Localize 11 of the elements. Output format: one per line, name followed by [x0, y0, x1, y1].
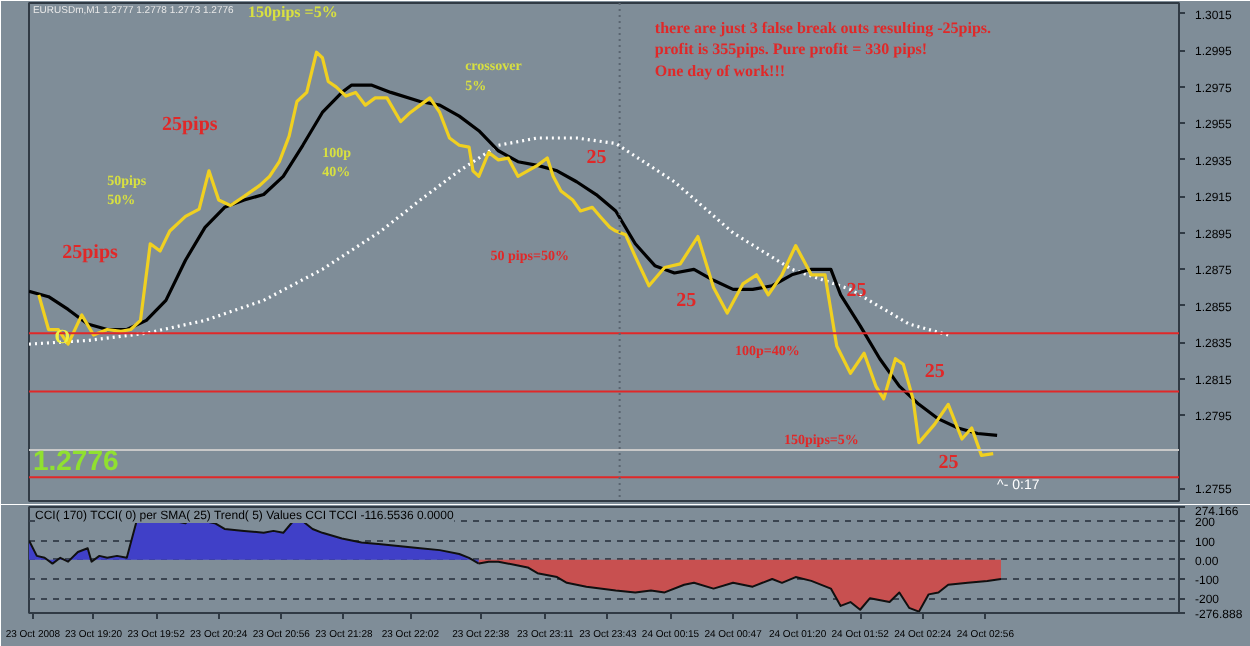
annotation: 150pips =5% — [248, 3, 338, 21]
annotation: 1.2776 — [32, 443, 119, 476]
annotation: 25 — [846, 279, 867, 302]
line-series — [29, 136, 950, 346]
annotation: 25 — [586, 147, 607, 170]
annotation: there are just 3 false break outs resulting -25pips. profit is 355pips. Pure profit = 330 pips! One day of work!!! — [654, 18, 992, 81]
annotation: 25 — [938, 451, 959, 474]
annotation: 25 — [924, 360, 945, 383]
annotation: 25 — [676, 289, 697, 312]
annotation: 25pips — [161, 113, 218, 136]
annotation: 25pips — [62, 242, 119, 265]
